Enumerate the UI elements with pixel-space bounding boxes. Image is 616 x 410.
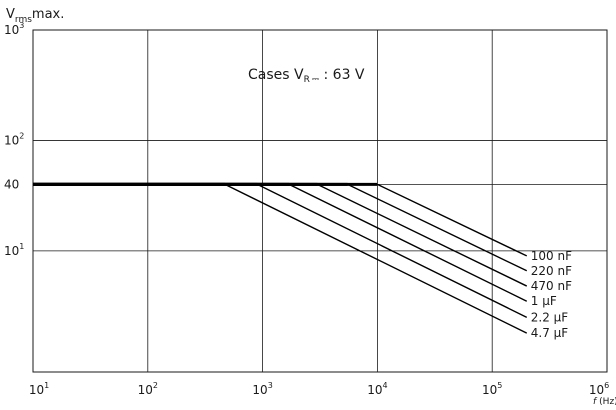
y-tick-label: 40 [4, 177, 19, 191]
series-label: 2.2 µF [531, 310, 569, 324]
plot-frame [32, 29, 608, 373]
x-tick-label: 101 [29, 381, 49, 397]
series-label: 470 nF [531, 279, 572, 293]
x-tick-labels: 101 102 103 104 105 106 [29, 381, 609, 397]
series-line [288, 183, 528, 302]
y-tick-label: 103 [4, 21, 24, 37]
y-tick-labels: 103 102 40 101 [4, 21, 24, 258]
y-tick-label: 101 [4, 242, 24, 258]
series-label: 100 nF [531, 249, 572, 263]
series-label: 4.7 µF [531, 326, 569, 340]
series-line [317, 183, 528, 287]
series-label: 220 nF [531, 264, 572, 278]
series-lines [33, 182, 528, 334]
x-tick-label: 102 [138, 381, 158, 397]
x-tick-label: 105 [482, 381, 502, 397]
series-line [257, 183, 528, 318]
x-tick-label: 104 [367, 381, 387, 397]
x-tick-label: 103 [252, 381, 272, 397]
dc-symbol: ⎓ [312, 75, 319, 85]
y-tick-label: 102 [4, 131, 24, 147]
series-line [347, 183, 528, 272]
x-axis-label: f (Hz) [593, 397, 616, 407]
y-axis-label: Vrmsmax. [6, 7, 64, 25]
annotation: Cases VR ⎓ : 63 V [248, 67, 365, 85]
series-label: 1 µF [531, 294, 557, 308]
series-line [377, 183, 528, 257]
series-line [224, 183, 528, 334]
x-tick-label: 106 [589, 381, 609, 397]
